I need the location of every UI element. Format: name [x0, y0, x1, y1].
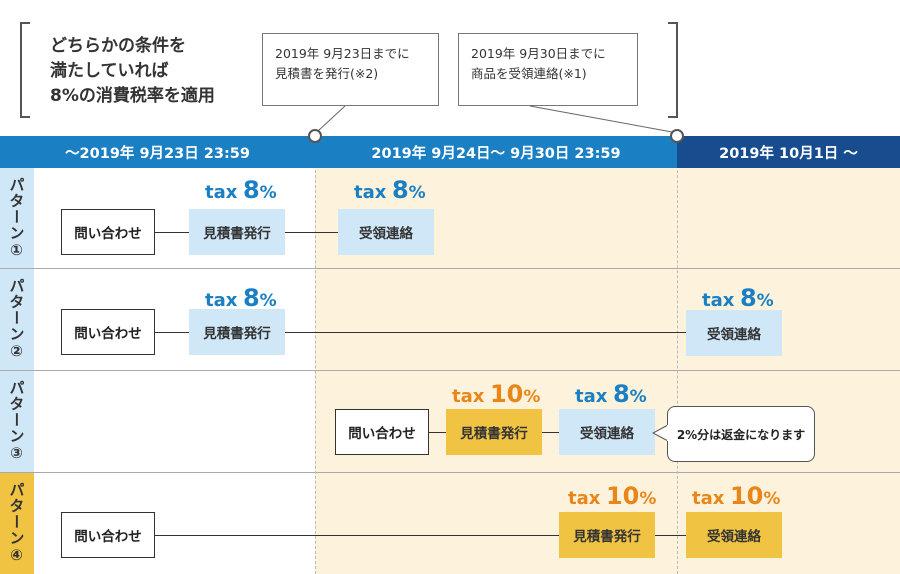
p1-receipt-tax: tax 8% [354, 176, 426, 204]
marker-sep23-icon [308, 129, 322, 143]
p3-receipt-box: 受領連絡 [559, 409, 655, 455]
p4-estimate-tax: tax 10% [568, 482, 657, 510]
p2-estimate-box: 見積書発行 [189, 309, 285, 355]
p4-estimate-box: 見積書発行 [559, 512, 655, 558]
note-1-line-2: 見積書を発行(※2) [275, 66, 379, 81]
p3-estimate-tax: tax 10% [452, 380, 541, 408]
condition-text: どちらかの条件を 満たしていれば 8%の消費税率を適用 [50, 34, 215, 109]
separator-2 [0, 370, 900, 371]
note-1-line-1: 2019年 9月23日までに [275, 46, 410, 61]
note-connectors [317, 105, 673, 133]
p2-receipt-box: 受領連絡 [686, 310, 782, 356]
condition-line-2: 満たしていれば [50, 61, 169, 81]
p3-receipt-tax: tax 8% [575, 380, 647, 408]
pattern-3-label: パターン③ [0, 371, 34, 472]
note-2-line-2: 商品を受領連絡(※1) [471, 66, 587, 81]
p4-inquiry-box: 問い合わせ [61, 512, 155, 558]
p4-flow-line [155, 535, 687, 536]
condition-bracket-left [20, 22, 30, 118]
p2-flow-line [155, 332, 687, 333]
separator-1 [0, 268, 900, 269]
p2-estimate-tax: tax 8% [205, 284, 277, 312]
note-estimate-deadline: 2019年 9月23日までに 見積書を発行(※2) [262, 33, 439, 106]
marker-sep30-icon [670, 129, 684, 143]
p1-estimate-tax: tax 8% [205, 176, 277, 204]
p3-inquiry-box: 問い合わせ [335, 409, 429, 455]
p1-receipt-box: 受領連絡 [338, 209, 434, 255]
pattern-4-label: パターン④ [0, 473, 34, 574]
separator-3 [0, 472, 900, 473]
condition-line-3: 8%の消費税率を適用 [50, 86, 215, 106]
boundary-sep23 [315, 140, 316, 574]
p4-receipt-tax: tax 10% [692, 482, 781, 510]
boundary-sep30 [677, 140, 678, 574]
p4-receipt-box: 受領連絡 [686, 512, 782, 558]
p2-inquiry-box: 問い合わせ [61, 309, 155, 355]
note-receipt-deadline: 2019年 9月30日までに 商品を受領連絡(※1) [458, 33, 638, 106]
p1-estimate-box: 見積書発行 [189, 209, 285, 255]
timeline-period-2: 2019年 9月24日～ 9月30日 23:59 [315, 136, 677, 168]
p1-inquiry-box: 問い合わせ [61, 209, 155, 255]
callout-pointer-cover [667, 425, 669, 441]
note-2-line-1: 2019年 9月30日までに [471, 46, 606, 61]
p2-receipt-tax: tax 8% [702, 284, 774, 312]
condition-bracket-right [668, 22, 678, 118]
p3-estimate-box: 見積書発行 [446, 409, 542, 455]
pattern-1-label: パターン① [0, 168, 34, 268]
pattern-2-label: パターン② [0, 269, 34, 370]
refund-callout: 2%分は返金になります [667, 406, 815, 462]
timeline-period-1: ～2019年 9月23日 23:59 [0, 136, 315, 168]
condition-line-1: どちらかの条件を [50, 36, 186, 56]
timeline-period-3: 2019年 10月1日 ～ [677, 136, 900, 168]
